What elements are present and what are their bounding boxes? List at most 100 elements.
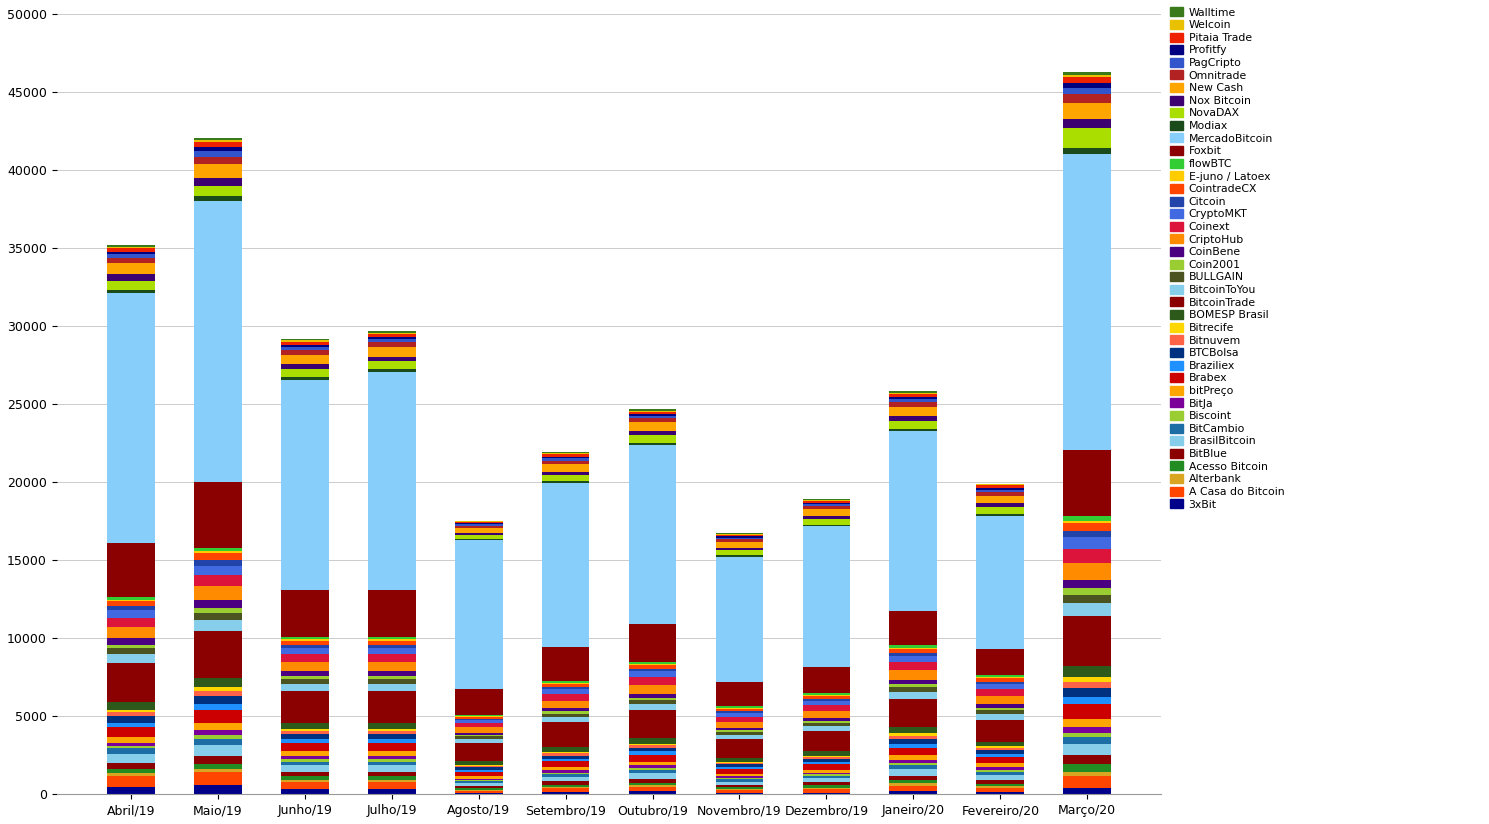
Bar <box>281 380 329 590</box>
Bar <box>628 414 676 416</box>
Bar <box>803 726 850 731</box>
Bar <box>716 539 764 541</box>
Bar <box>281 765 329 772</box>
Bar <box>194 147 241 152</box>
Bar <box>281 761 329 765</box>
Bar <box>194 772 241 785</box>
Bar <box>281 676 329 679</box>
Bar <box>542 458 590 461</box>
Bar <box>803 756 850 757</box>
Bar <box>1063 521 1111 523</box>
Bar <box>542 792 590 794</box>
Bar <box>977 682 1024 685</box>
Bar <box>716 555 764 557</box>
Bar <box>628 787 676 791</box>
Bar <box>194 152 241 157</box>
Bar <box>368 676 415 679</box>
Bar <box>542 461 590 464</box>
Bar <box>368 369 415 372</box>
Bar <box>889 391 937 392</box>
Bar <box>194 586 241 600</box>
Bar <box>889 432 937 611</box>
Bar <box>716 548 764 550</box>
Bar <box>368 756 415 759</box>
Bar <box>454 791 502 793</box>
Bar <box>454 536 502 539</box>
Bar <box>628 669 676 672</box>
Bar <box>1063 776 1111 788</box>
Bar <box>281 731 329 734</box>
Bar <box>628 442 676 445</box>
Bar <box>194 157 241 164</box>
Bar <box>454 765 502 766</box>
Bar <box>628 747 676 751</box>
Bar <box>889 421 937 428</box>
Bar <box>716 766 764 769</box>
Bar <box>542 777 590 781</box>
Bar <box>281 347 329 350</box>
Bar <box>803 788 850 789</box>
Bar <box>889 763 937 765</box>
Bar <box>628 662 676 664</box>
Bar <box>542 471 590 475</box>
Bar <box>716 780 764 781</box>
Bar <box>977 710 1024 714</box>
Bar <box>368 761 415 765</box>
Bar <box>194 687 241 691</box>
Bar <box>889 653 937 656</box>
Bar <box>107 639 155 644</box>
Bar <box>368 372 415 590</box>
Bar <box>281 350 329 355</box>
Bar <box>1063 531 1111 537</box>
Bar <box>1063 744 1111 756</box>
Bar <box>281 723 329 728</box>
Bar <box>1063 128 1111 148</box>
Bar <box>454 789 502 791</box>
Bar <box>889 770 937 775</box>
Bar <box>716 761 764 763</box>
Bar <box>803 701 850 705</box>
Bar <box>542 475 590 481</box>
Bar <box>1063 83 1111 88</box>
Bar <box>716 711 764 713</box>
Bar <box>542 452 590 453</box>
Bar <box>716 769 764 774</box>
Bar <box>194 185 241 196</box>
Bar <box>368 590 415 637</box>
Bar <box>803 764 850 770</box>
Bar <box>107 743 155 746</box>
Bar <box>194 691 241 696</box>
Bar <box>368 671 415 676</box>
Bar <box>454 776 502 779</box>
Bar <box>194 575 241 586</box>
Bar <box>368 759 415 761</box>
Bar <box>368 776 415 780</box>
Bar <box>542 684 590 687</box>
Bar <box>454 533 502 536</box>
Bar <box>542 756 590 759</box>
Bar <box>454 689 502 715</box>
Bar <box>716 722 764 728</box>
Bar <box>628 698 676 700</box>
Bar <box>194 142 241 147</box>
Bar <box>281 662 329 671</box>
Bar <box>542 681 590 683</box>
Bar <box>889 397 937 400</box>
Bar <box>368 361 415 369</box>
Bar <box>889 699 937 728</box>
Bar <box>716 557 764 681</box>
Bar <box>107 248 155 251</box>
Bar <box>454 783 502 786</box>
Bar <box>107 713 155 716</box>
Bar <box>542 747 590 752</box>
Bar <box>542 788 590 792</box>
Bar <box>281 776 329 780</box>
Bar <box>281 743 329 751</box>
Bar <box>716 739 764 758</box>
Bar <box>1063 697 1111 704</box>
Bar <box>977 677 1024 678</box>
Bar <box>194 704 241 710</box>
Bar <box>454 523 502 524</box>
Bar <box>281 648 329 654</box>
Bar <box>542 483 590 647</box>
